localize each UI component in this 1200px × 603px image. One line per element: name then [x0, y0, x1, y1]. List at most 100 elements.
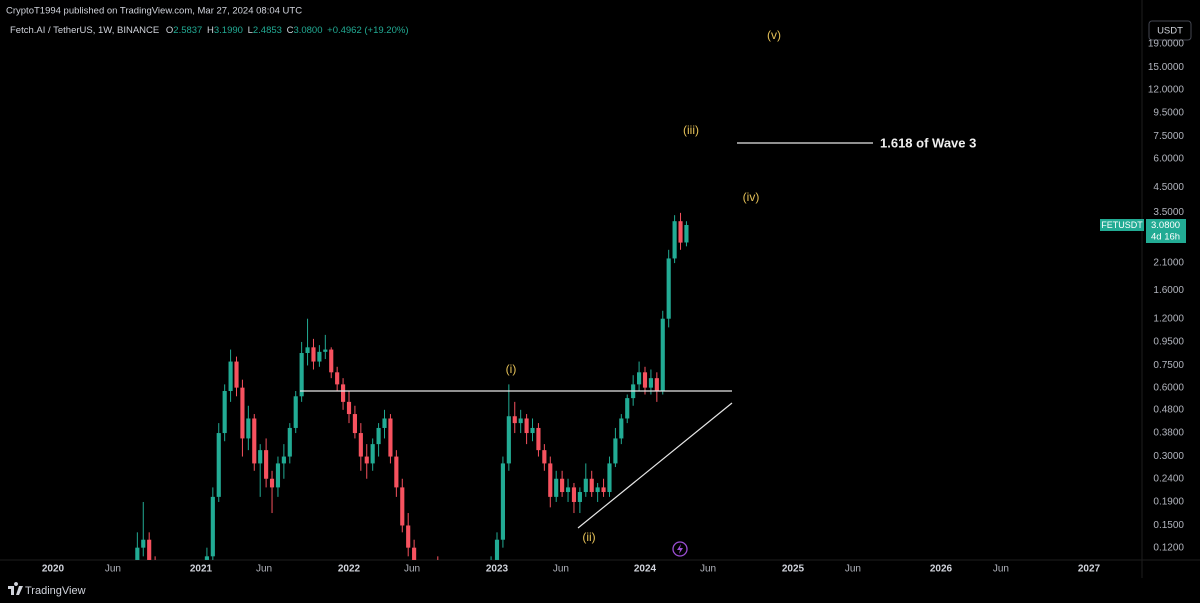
candle-body — [252, 418, 257, 464]
x-tick-label: Jun — [700, 564, 716, 575]
ohlc-label: L — [248, 25, 253, 36]
y-tick-label: 0.7500 — [1153, 360, 1184, 371]
x-tick-label: 2021 — [190, 564, 213, 575]
candle-body — [287, 427, 292, 457]
y-tick-label: 9.5000 — [1153, 108, 1184, 119]
candle-body — [607, 463, 612, 493]
candle-body — [589, 478, 594, 493]
candle-body — [613, 438, 618, 464]
event-icon[interactable] — [672, 541, 688, 557]
candle-body — [299, 353, 304, 397]
candle-body — [352, 414, 357, 434]
candle-body — [536, 427, 541, 451]
candle-body — [672, 221, 677, 259]
candle-body — [234, 361, 239, 388]
x-tick-label: Jun — [993, 564, 1009, 575]
x-tick-label: 2022 — [338, 564, 361, 575]
candle-body — [246, 418, 251, 439]
candle-body — [654, 378, 659, 392]
symbol-tag-label: FETUSDT — [1101, 220, 1143, 230]
candle-body — [583, 478, 588, 493]
y-tick-label: 12.0000 — [1148, 84, 1185, 95]
candle-body — [524, 418, 529, 434]
candle-body — [376, 427, 381, 445]
candle-body — [678, 221, 683, 243]
x-tick-label: 2024 — [634, 564, 657, 575]
candle-body — [577, 492, 582, 502]
candle-body — [305, 347, 310, 354]
candle-body — [147, 539, 152, 560]
wave-label: (ii) — [582, 530, 595, 544]
target-label: 1.618 of Wave 3 — [880, 135, 976, 150]
candle-body — [595, 487, 600, 493]
candle-body — [222, 391, 227, 434]
candle-body — [358, 433, 363, 457]
y-tick-label: 0.3000 — [1153, 451, 1184, 462]
x-tick-label: 2023 — [486, 564, 509, 575]
symbol-tag — [1100, 219, 1144, 231]
y-tick-label: 2.1000 — [1153, 258, 1184, 269]
ohlc-value: 2.4853 — [253, 25, 282, 36]
y-tick-label: 7.5000 — [1153, 131, 1184, 142]
candle-body — [500, 463, 505, 540]
candle-body — [382, 418, 387, 428]
countdown-label: 4d 16h — [1151, 232, 1180, 243]
price-label: 3.0800 — [1151, 220, 1180, 231]
candle-body — [210, 496, 215, 557]
ohlc-label: C — [287, 25, 294, 36]
logo — [8, 582, 23, 595]
footer: TradingView — [8, 582, 86, 597]
candle-body — [204, 556, 209, 560]
y-tick-label: 15.0000 — [1148, 62, 1185, 73]
x-tick-label: 2025 — [782, 564, 805, 575]
candle-body — [601, 487, 606, 493]
candle-body — [400, 487, 405, 526]
candle-body — [329, 349, 334, 373]
ohlc-label: H — [207, 25, 214, 36]
candle-body — [506, 416, 511, 464]
ohlc-value: 3.0800 — [293, 25, 322, 36]
price-tag: FETUSDT 3.0800 4d 16h — [1100, 219, 1186, 243]
ohlc-value: 3.1990 — [214, 25, 243, 36]
x-tick-label: Jun — [404, 564, 420, 575]
wave-label: (i) — [506, 362, 517, 376]
candle-body — [275, 463, 281, 488]
candle-body — [394, 456, 399, 488]
candle-body — [370, 444, 375, 464]
candle-body — [637, 372, 642, 385]
symbol-name: Fetch.AI / TetherUS, 1W, BINANCE — [10, 25, 159, 36]
y-tick-label: 0.1500 — [1153, 520, 1184, 531]
candle-body — [135, 547, 140, 560]
publisher-line: CryptoT1994 published on TradingView.com… — [6, 6, 302, 17]
candles — [135, 212, 689, 560]
trend-line — [577, 402, 733, 529]
candle-body — [518, 418, 523, 424]
y-tick-label: 19.0000 — [1148, 39, 1185, 50]
y-tick-label: 0.6000 — [1153, 382, 1184, 393]
y-tick-label: 0.3800 — [1153, 428, 1184, 439]
candle-body — [364, 456, 369, 464]
candle-body — [335, 372, 340, 385]
x-tick-label: Jun — [553, 564, 569, 575]
candle-body — [512, 416, 517, 424]
y-tick-label: 0.4800 — [1153, 404, 1184, 415]
candle-body — [642, 372, 648, 388]
candle-body — [269, 478, 275, 488]
y-tick-label: 4.5000 — [1153, 182, 1184, 193]
candle-body — [412, 547, 417, 560]
candle-body — [648, 378, 653, 388]
currency-label[interactable]: USDT — [1157, 26, 1183, 37]
candle-body — [258, 450, 263, 464]
candle-body — [660, 318, 665, 392]
candle-body — [346, 401, 352, 415]
y-tick-label: 6.0000 — [1153, 153, 1184, 164]
y-tick-label: 0.1200 — [1153, 542, 1184, 553]
wave-label: (v) — [767, 28, 781, 42]
candle-body — [666, 258, 671, 319]
candle-body — [240, 387, 245, 439]
candle-body — [293, 396, 298, 428]
wave-label: (iii) — [683, 123, 699, 137]
currency-button[interactable]: USDT — [1148, 20, 1192, 41]
